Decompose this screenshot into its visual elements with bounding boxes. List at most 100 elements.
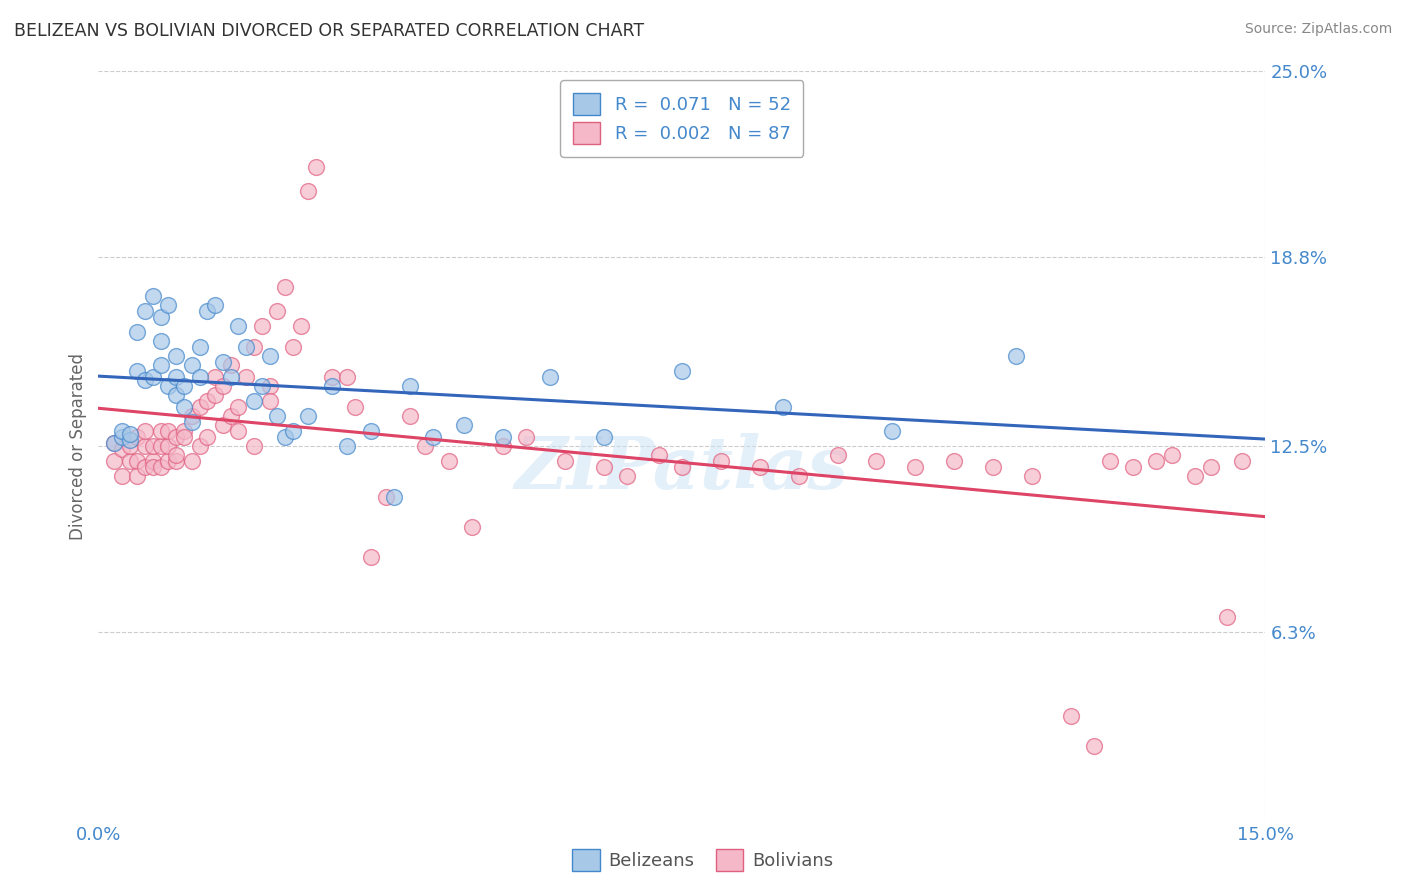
- Point: [157, 424, 180, 438]
- Point: [195, 304, 218, 318]
- Point: [188, 370, 211, 384]
- Point: [180, 358, 202, 372]
- Y-axis label: Divorced or Separated: Divorced or Separated: [69, 352, 87, 540]
- Point: [1005, 349, 1028, 363]
- Point: [149, 358, 172, 372]
- Point: [188, 439, 211, 453]
- Point: [772, 400, 794, 414]
- Point: [127, 364, 149, 378]
- Point: [127, 430, 149, 444]
- Point: [219, 358, 242, 372]
- Point: [127, 454, 149, 468]
- Point: [127, 325, 149, 339]
- Point: [228, 319, 250, 334]
- Point: [111, 424, 134, 438]
- Point: [173, 424, 195, 438]
- Point: [671, 460, 693, 475]
- Point: [111, 442, 134, 456]
- Point: [235, 340, 257, 354]
- Point: [134, 373, 156, 387]
- Point: [142, 370, 165, 384]
- Point: [1215, 610, 1237, 624]
- Point: [157, 379, 180, 393]
- Point: [195, 430, 218, 444]
- Point: [142, 460, 165, 475]
- Point: [134, 304, 156, 318]
- Point: [1161, 448, 1184, 462]
- Point: [515, 430, 537, 444]
- Point: [250, 319, 273, 334]
- Point: [204, 298, 226, 312]
- Point: [1060, 708, 1083, 723]
- Text: Source: ZipAtlas.com: Source: ZipAtlas.com: [1244, 22, 1392, 37]
- Point: [1146, 454, 1168, 468]
- Point: [188, 340, 211, 354]
- Point: [981, 460, 1004, 475]
- Point: [259, 394, 281, 409]
- Point: [492, 430, 515, 444]
- Point: [710, 454, 733, 468]
- Point: [142, 289, 165, 303]
- Point: [375, 490, 398, 504]
- Point: [149, 424, 172, 438]
- Point: [1021, 469, 1043, 483]
- Point: [1083, 739, 1105, 753]
- Point: [103, 436, 125, 450]
- Point: [1098, 454, 1121, 468]
- Point: [111, 430, 134, 444]
- Point: [165, 370, 187, 384]
- Point: [118, 454, 141, 468]
- Text: BELIZEAN VS BOLIVIAN DIVORCED OR SEPARATED CORRELATION CHART: BELIZEAN VS BOLIVIAN DIVORCED OR SEPARAT…: [14, 22, 644, 40]
- Point: [904, 460, 927, 475]
- Point: [111, 469, 134, 483]
- Point: [413, 439, 436, 453]
- Point: [157, 298, 180, 312]
- Point: [165, 349, 187, 363]
- Point: [336, 370, 359, 384]
- Point: [180, 454, 202, 468]
- Point: [360, 424, 382, 438]
- Point: [748, 460, 770, 475]
- Point: [336, 439, 359, 453]
- Point: [149, 460, 172, 475]
- Point: [103, 436, 125, 450]
- Point: [204, 370, 226, 384]
- Point: [127, 469, 149, 483]
- Point: [243, 439, 266, 453]
- Point: [219, 409, 242, 423]
- Point: [228, 400, 250, 414]
- Point: [204, 388, 226, 402]
- Point: [492, 439, 515, 453]
- Point: [142, 439, 165, 453]
- Point: [943, 454, 966, 468]
- Point: [157, 454, 180, 468]
- Point: [647, 448, 669, 462]
- Point: [321, 370, 343, 384]
- Point: [290, 319, 312, 334]
- Point: [118, 439, 141, 453]
- Point: [149, 334, 172, 348]
- Point: [118, 433, 141, 447]
- Point: [382, 490, 405, 504]
- Point: [671, 364, 693, 378]
- Legend: Belizeans, Bolivians: Belizeans, Bolivians: [565, 842, 841, 879]
- Point: [259, 379, 281, 393]
- Point: [281, 424, 304, 438]
- Point: [398, 379, 420, 393]
- Point: [398, 409, 420, 423]
- Point: [243, 340, 266, 354]
- Point: [165, 448, 187, 462]
- Point: [165, 388, 187, 402]
- Point: [188, 400, 211, 414]
- Point: [250, 379, 273, 393]
- Point: [142, 454, 165, 468]
- Point: [274, 280, 297, 294]
- Point: [787, 469, 810, 483]
- Point: [360, 549, 382, 564]
- Point: [538, 370, 561, 384]
- Point: [880, 424, 903, 438]
- Point: [165, 454, 187, 468]
- Point: [173, 400, 195, 414]
- Point: [134, 439, 156, 453]
- Point: [297, 409, 319, 423]
